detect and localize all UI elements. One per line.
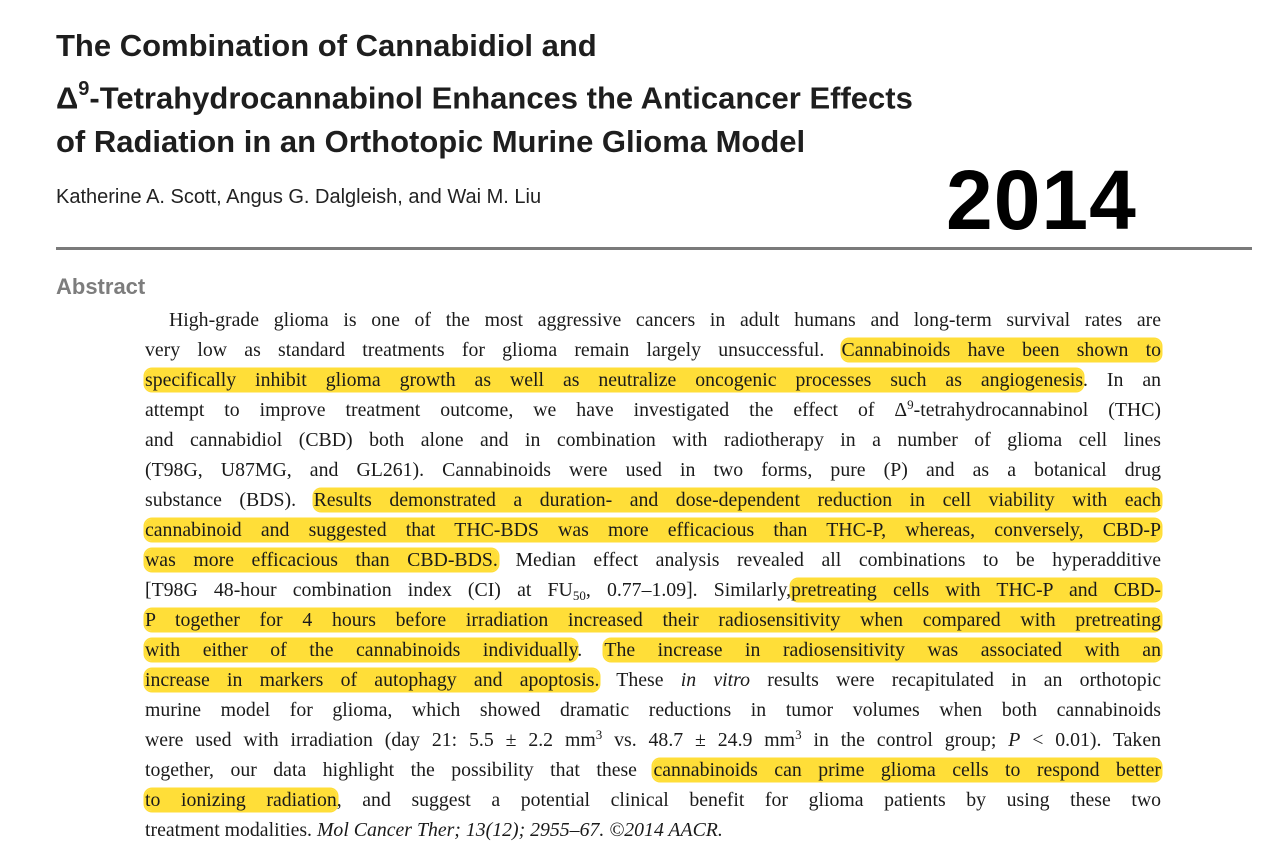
abstract-text: very low as standard treatments for glio… [145,339,825,361]
abstract-text: vs. 48.7 ± 24.9 mm [602,729,796,751]
abstract-text: (T98G, U87MG, and GL261). Cannabinoids w… [145,459,1161,481]
abstract-line: were used with irradiation (day 21: 5.5 … [145,725,1161,755]
abstract-text: High-grade glioma is one of the most agg… [169,309,1161,331]
title-line-2-text: -Tetrahydrocannabinol Enhances the Antic… [89,79,913,115]
abstract-line: was more efficacious than CBD-BDS. Media… [145,545,1161,575]
abstract-line: to ionizing radiation, and suggest a pot… [145,785,1161,815]
abstract-text: These [616,669,664,691]
italic-text: P [1008,729,1021,751]
abstract-text: , and suggest a potential clinical benef… [336,789,1162,811]
italic-text: in vitro [680,669,750,691]
abstract-line: P together for 4 hours before irradiatio… [145,605,1161,635]
abstract-line: and cannabidiol (CBD) both alone and in … [145,425,1161,455]
article-title: The Combination of Cannabidiol and Δ9-Te… [56,24,913,165]
abstract-body: High-grade glioma is one of the most agg… [145,305,1162,845]
abstract-text: treatment modalities. [145,819,312,841]
abstract-text: . [577,639,583,661]
abstract-line: with either of the cannabinoids individu… [145,635,1161,665]
superscript: 3 [795,727,802,742]
abstract-text: murine model for glioma, which showed dr… [145,699,1161,721]
title-line-1: The Combination of Cannabidiol and [56,28,597,63]
abstract-text: . In an [1083,369,1161,391]
abstract-text: , 0.77–1.09]. Similarly, [585,579,792,601]
highlighted-text: cannabinoids can prime glioma cells to r… [653,759,1161,781]
author-list: Katherine A. Scott, Angus G. Dalgleish, … [56,186,542,208]
abstract-line: cannabinoid and suggested that THC-BDS w… [145,515,1161,545]
highlighted-text: Cannabinoids have been shown to [841,339,1161,361]
year-overlay: 2014 [946,153,1137,247]
abstract-line: together, our data highlight the possibi… [145,755,1161,785]
abstract-text: results were recapitulated in an orthoto… [767,669,1161,691]
highlighted-text: pretreating cells with THC-P and CBD- [791,579,1161,601]
highlighted-text: with either of the cannabinoids individu… [145,639,578,661]
abstract-text: were used with irradiation (day 21: 5.5 … [145,729,596,751]
abstract-line: treatment modalities. Mol Cancer Ther; 1… [145,815,1161,845]
abstract-line: attempt to improve treatment outcome, we… [145,395,1161,425]
abstract-line: [T98G 48-hour combination index (CI) at … [145,575,1161,605]
delta-symbol: Δ [56,79,79,115]
abstract-line: increase in markers of autophagy and apo… [145,665,1161,695]
superscript: 9 [907,397,914,412]
title-superscript: 9 [78,77,90,100]
abstract-text: attempt to improve treatment outcome, we… [145,399,908,421]
citation-text: Mol Cancer Ther; 13(12); 2955–67. ©2014 … [316,819,723,841]
title-line-3: of Radiation in an Orthotopic Murine Gli… [56,124,806,160]
abstract-text: in the control group; [801,729,997,751]
abstract-text: and cannabidiol (CBD) both alone and in … [145,429,1161,451]
header-divider [56,247,1252,250]
abstract-text: -tetrahydrocannabinol (THC) [913,399,1161,421]
abstract-text: substance (BDS). [145,489,297,511]
abstract-line: specifically inhibit glioma growth as we… [145,365,1161,395]
abstract-text: [T98G 48-hour combination index (CI) at … [145,579,573,601]
abstract-text: Median effect analysis revealed all comb… [515,549,1161,571]
highlighted-text: to ionizing radiation [145,789,337,811]
abstract-text: together, our data highlight the possibi… [145,759,637,781]
abstract-line: (T98G, U87MG, and GL261). Cannabinoids w… [145,455,1161,485]
highlighted-text: specifically inhibit glioma growth as we… [145,369,1084,391]
highlighted-text: P together for 4 hours before irradiatio… [145,609,1161,631]
abstract-line: murine model for glioma, which showed dr… [145,695,1161,725]
abstract-heading: Abstract [56,274,146,299]
highlighted-text: The increase in radiosensitivity was ass… [604,639,1161,661]
abstract-line: very low as standard treatments for glio… [145,335,1161,365]
abstract-text: < 0.01). Taken [1032,729,1161,751]
title-line-2: Δ9-Tetrahydrocannabinol Enhances the Ant… [56,69,913,121]
abstract-line: High-grade glioma is one of the most agg… [145,305,1161,335]
subscript: 50 [572,588,586,603]
highlighted-text: Results demonstrated a duration- and dos… [313,489,1162,511]
abstract-line: substance (BDS). Results demonstrated a … [145,485,1162,515]
highlighted-text: cannabinoid and suggested that THC-BDS w… [145,519,1161,541]
superscript: 3 [595,727,603,742]
highlighted-text: was more efficacious than CBD-BDS. [145,549,498,571]
highlighted-text: increase in markers of autophagy and apo… [145,669,600,691]
